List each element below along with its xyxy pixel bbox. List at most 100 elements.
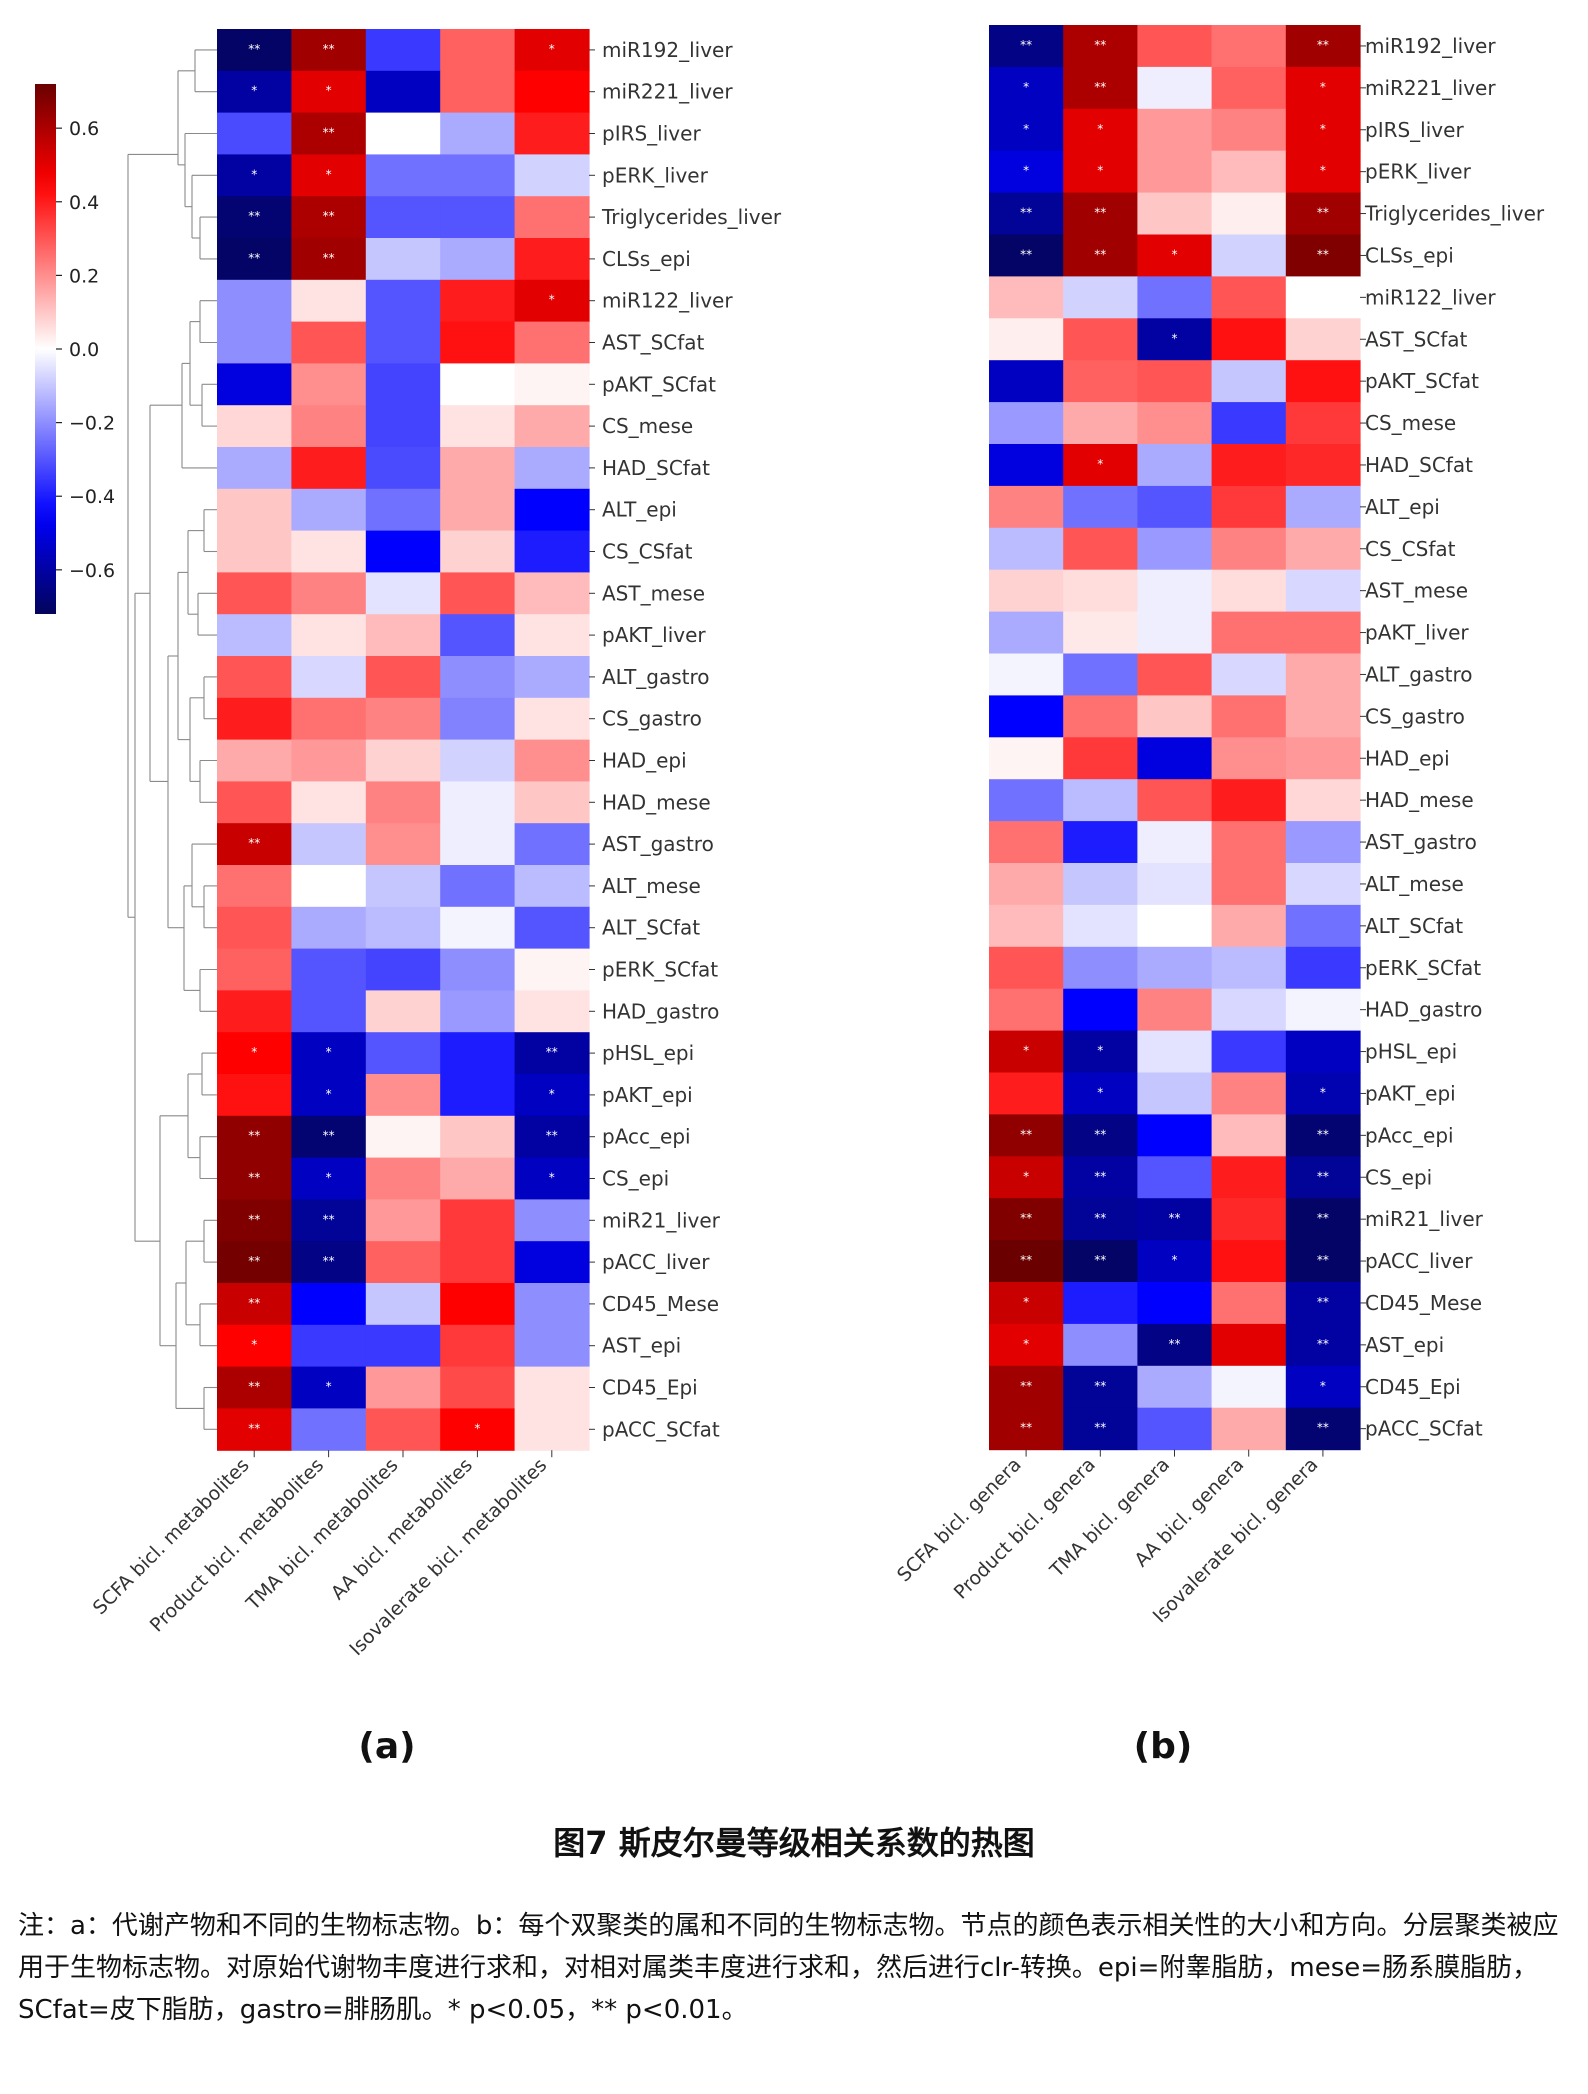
heatmap-cell bbox=[1211, 569, 1287, 613]
heatmap-cell bbox=[514, 1408, 590, 1451]
heatmap-cell bbox=[1137, 821, 1213, 864]
significance-star: * bbox=[1320, 1379, 1326, 1393]
heatmap-cell bbox=[514, 154, 590, 197]
heatmap-cell bbox=[440, 238, 516, 281]
heatmap-cell bbox=[1137, 25, 1213, 68]
heatmap-b: ** ** *** ** ** * ** * *** ** **** ** * ***** ** *** ** *… bbox=[893, 25, 1545, 1627]
heatmap-cell bbox=[217, 405, 292, 448]
heatmap-cell bbox=[440, 488, 516, 532]
heatmap-cell bbox=[1063, 192, 1138, 236]
heatmap-cell bbox=[1063, 1030, 1138, 1074]
significance-star: ** bbox=[248, 1380, 260, 1394]
heatmap-cell bbox=[440, 739, 516, 782]
significance-star: * bbox=[1172, 331, 1178, 345]
heatmap-cell bbox=[440, 948, 516, 991]
heatmap-cell bbox=[1063, 527, 1138, 571]
heatmap-cell bbox=[440, 154, 516, 197]
heatmap-cell bbox=[1137, 485, 1213, 529]
heatmap-cell bbox=[989, 863, 1064, 906]
row-label: pERK_SCfat bbox=[602, 958, 718, 982]
heatmap-cell bbox=[514, 196, 590, 239]
heatmap-cell bbox=[291, 279, 367, 323]
heatmap-cell bbox=[1285, 611, 1361, 655]
heatmap-cell bbox=[365, 823, 441, 866]
significance-star: * bbox=[1023, 164, 1029, 178]
heatmap-cell bbox=[217, 1241, 292, 1284]
significance-star: * bbox=[326, 1171, 332, 1185]
heatmap-cell bbox=[1137, 192, 1213, 236]
heatmap-cell bbox=[989, 1407, 1064, 1451]
significance-star: ** bbox=[323, 251, 335, 265]
heatmap-cell bbox=[217, 112, 292, 155]
heatmap-cell bbox=[440, 614, 516, 657]
heatmap-cell bbox=[440, 1324, 516, 1368]
colorbar-tick-label: 0.4 bbox=[69, 192, 99, 214]
heatmap-cell bbox=[1285, 1072, 1361, 1115]
heatmap-cell bbox=[1063, 1240, 1138, 1283]
heatmap-cell bbox=[365, 697, 441, 741]
row-label: AST_epi bbox=[602, 1334, 681, 1358]
row-label: HAD_SCfat bbox=[602, 456, 710, 480]
heatmap-cell bbox=[291, 321, 367, 364]
heatmap-cell bbox=[1285, 1156, 1361, 1199]
heatmap-cell bbox=[514, 1324, 590, 1368]
heatmap-cell bbox=[291, 906, 367, 950]
significance-star: ** bbox=[323, 126, 335, 140]
heatmap-cell bbox=[514, 614, 590, 657]
heatmap-cell bbox=[291, 823, 367, 866]
heatmap-cell bbox=[291, 697, 367, 741]
column-label: TMA bicl. metabolites bbox=[241, 1454, 402, 1615]
colorbar-gradient bbox=[35, 84, 56, 614]
significance-star: ** bbox=[1317, 38, 1329, 52]
heatmap-cell bbox=[1137, 66, 1213, 110]
significance-star: ** bbox=[323, 1129, 335, 1143]
heatmap-cell bbox=[1285, 402, 1361, 445]
heatmap-cell bbox=[1063, 402, 1138, 445]
significance-star: ** bbox=[248, 251, 260, 265]
heatmap-cell bbox=[514, 363, 590, 406]
row-label: ALT_gastro bbox=[602, 665, 710, 689]
panel-label-b: (b) bbox=[1134, 1726, 1193, 1767]
significance-star: ** bbox=[1094, 1379, 1106, 1393]
heatmap-cell bbox=[217, 1032, 292, 1075]
significance-star: ** bbox=[248, 836, 260, 850]
heatmap-cell bbox=[217, 488, 292, 532]
heatmap-cell bbox=[1137, 569, 1213, 613]
heatmap-cell bbox=[1285, 1240, 1361, 1283]
row-label: CD45_Epi bbox=[602, 1376, 698, 1400]
row-label: ALT_gastro bbox=[1365, 662, 1473, 686]
significance-star: * bbox=[549, 1171, 555, 1185]
row-label: pACC_SCfat bbox=[1365, 1417, 1483, 1441]
heatmap-cell bbox=[1063, 25, 1138, 68]
heatmap-cell bbox=[291, 154, 367, 197]
significance-star: * bbox=[549, 293, 555, 307]
significance-star: * bbox=[549, 42, 555, 56]
heatmap-cell bbox=[440, 196, 516, 239]
heatmap-cell bbox=[291, 990, 367, 1033]
heatmap-cell bbox=[1211, 1240, 1287, 1283]
row-label: miR122_liver bbox=[602, 289, 733, 313]
heatmap-cell bbox=[440, 1032, 516, 1075]
significance-star: ** bbox=[1094, 1421, 1106, 1435]
heatmap-cell bbox=[365, 321, 441, 364]
significance-star: ** bbox=[248, 1296, 260, 1310]
heatmap-cell bbox=[365, 781, 441, 824]
heatmap-cell bbox=[1137, 108, 1213, 152]
significance-star: ** bbox=[248, 1212, 260, 1226]
heatmap-cell bbox=[514, 488, 590, 532]
heatmap-cell bbox=[989, 444, 1064, 487]
heatmap-cell bbox=[1063, 988, 1138, 1032]
significance-star: ** bbox=[546, 1129, 558, 1143]
heatmap-cell bbox=[365, 279, 441, 323]
significance-star: * bbox=[1320, 1085, 1326, 1099]
row-label: AST_gastro bbox=[1365, 830, 1477, 854]
heatmap-cell bbox=[291, 238, 367, 281]
row-label: CS_gastro bbox=[602, 707, 702, 731]
heatmap-cell bbox=[217, 1074, 292, 1117]
row-label: AST_mese bbox=[602, 581, 705, 605]
row-label: pAKT_SCfat bbox=[602, 372, 716, 396]
heatmap-cell bbox=[514, 781, 590, 824]
heatmap-cell bbox=[514, 1241, 590, 1284]
heatmap-cell bbox=[217, 279, 292, 323]
heatmap-cell bbox=[1063, 1156, 1138, 1199]
